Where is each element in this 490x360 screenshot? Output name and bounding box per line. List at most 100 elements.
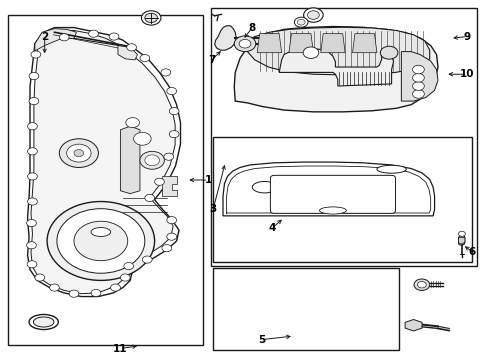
- Circle shape: [29, 72, 39, 80]
- Text: 10: 10: [460, 69, 475, 79]
- Text: 1: 1: [205, 175, 212, 185]
- Circle shape: [111, 284, 121, 291]
- Polygon shape: [223, 162, 435, 216]
- Polygon shape: [35, 29, 76, 51]
- Text: 3: 3: [210, 204, 217, 214]
- Polygon shape: [289, 34, 314, 53]
- Circle shape: [121, 274, 130, 281]
- Ellipse shape: [91, 228, 111, 237]
- Circle shape: [26, 220, 36, 226]
- Circle shape: [26, 242, 36, 249]
- Circle shape: [169, 131, 179, 138]
- Bar: [213, 137, 472, 262]
- Polygon shape: [352, 34, 377, 53]
- Text: 4: 4: [268, 224, 275, 233]
- Circle shape: [31, 51, 41, 58]
- Circle shape: [308, 11, 319, 19]
- Polygon shape: [27, 28, 180, 297]
- Circle shape: [109, 33, 119, 40]
- Circle shape: [127, 44, 137, 51]
- Circle shape: [140, 151, 164, 169]
- Polygon shape: [401, 51, 438, 101]
- Circle shape: [27, 198, 37, 205]
- Bar: [213, 268, 399, 350]
- Circle shape: [140, 54, 150, 62]
- Circle shape: [134, 132, 151, 145]
- Circle shape: [167, 87, 176, 95]
- Polygon shape: [257, 34, 282, 53]
- Polygon shape: [121, 126, 140, 194]
- Polygon shape: [31, 30, 175, 294]
- Circle shape: [304, 8, 323, 22]
- Text: 8: 8: [249, 23, 256, 33]
- Circle shape: [126, 118, 140, 128]
- Circle shape: [27, 261, 37, 268]
- Polygon shape: [321, 34, 345, 53]
- Text: 9: 9: [464, 32, 471, 41]
- Ellipse shape: [29, 315, 58, 329]
- Circle shape: [47, 202, 155, 280]
- Circle shape: [294, 17, 308, 27]
- Circle shape: [417, 282, 426, 288]
- Circle shape: [239, 40, 251, 48]
- Polygon shape: [405, 319, 422, 331]
- Polygon shape: [234, 27, 438, 112]
- Circle shape: [27, 148, 37, 155]
- Circle shape: [49, 284, 59, 291]
- Circle shape: [169, 108, 179, 115]
- Polygon shape: [215, 26, 236, 50]
- Circle shape: [67, 144, 91, 162]
- Text: 11: 11: [113, 343, 128, 354]
- Circle shape: [27, 173, 37, 180]
- Text: 2: 2: [41, 32, 49, 41]
- Circle shape: [162, 244, 172, 252]
- Ellipse shape: [377, 165, 406, 173]
- Polygon shape: [162, 176, 176, 196]
- Polygon shape: [459, 237, 465, 244]
- Polygon shape: [245, 27, 430, 75]
- Circle shape: [413, 82, 424, 90]
- Circle shape: [74, 221, 128, 261]
- Circle shape: [59, 34, 69, 41]
- Circle shape: [143, 256, 152, 263]
- Circle shape: [27, 123, 37, 130]
- Circle shape: [297, 19, 305, 25]
- Circle shape: [145, 13, 158, 23]
- Text: 6: 6: [468, 247, 476, 257]
- Circle shape: [167, 233, 176, 240]
- Circle shape: [459, 231, 466, 236]
- Circle shape: [161, 69, 171, 76]
- Ellipse shape: [33, 317, 54, 327]
- Circle shape: [155, 178, 164, 185]
- Text: 5: 5: [259, 334, 266, 345]
- Ellipse shape: [252, 181, 277, 193]
- Circle shape: [413, 65, 424, 74]
- Circle shape: [89, 30, 98, 37]
- Circle shape: [142, 11, 161, 25]
- Bar: [211, 8, 477, 266]
- Text: 7: 7: [208, 55, 216, 65]
- Circle shape: [303, 47, 319, 58]
- Circle shape: [35, 274, 45, 281]
- Circle shape: [234, 36, 256, 51]
- Polygon shape: [459, 235, 465, 245]
- Circle shape: [59, 139, 98, 167]
- Circle shape: [414, 279, 430, 291]
- Circle shape: [164, 153, 173, 160]
- Circle shape: [413, 90, 424, 98]
- Circle shape: [69, 290, 79, 297]
- Ellipse shape: [319, 207, 346, 214]
- Bar: [8, 15, 203, 345]
- Circle shape: [167, 217, 176, 224]
- Circle shape: [145, 194, 155, 202]
- Polygon shape: [118, 44, 138, 60]
- Circle shape: [413, 73, 424, 82]
- Circle shape: [124, 262, 134, 270]
- Circle shape: [74, 149, 84, 157]
- FancyBboxPatch shape: [270, 175, 395, 213]
- Circle shape: [57, 209, 145, 273]
- Circle shape: [29, 98, 39, 105]
- Polygon shape: [279, 49, 393, 86]
- Circle shape: [145, 155, 159, 166]
- Circle shape: [91, 289, 101, 297]
